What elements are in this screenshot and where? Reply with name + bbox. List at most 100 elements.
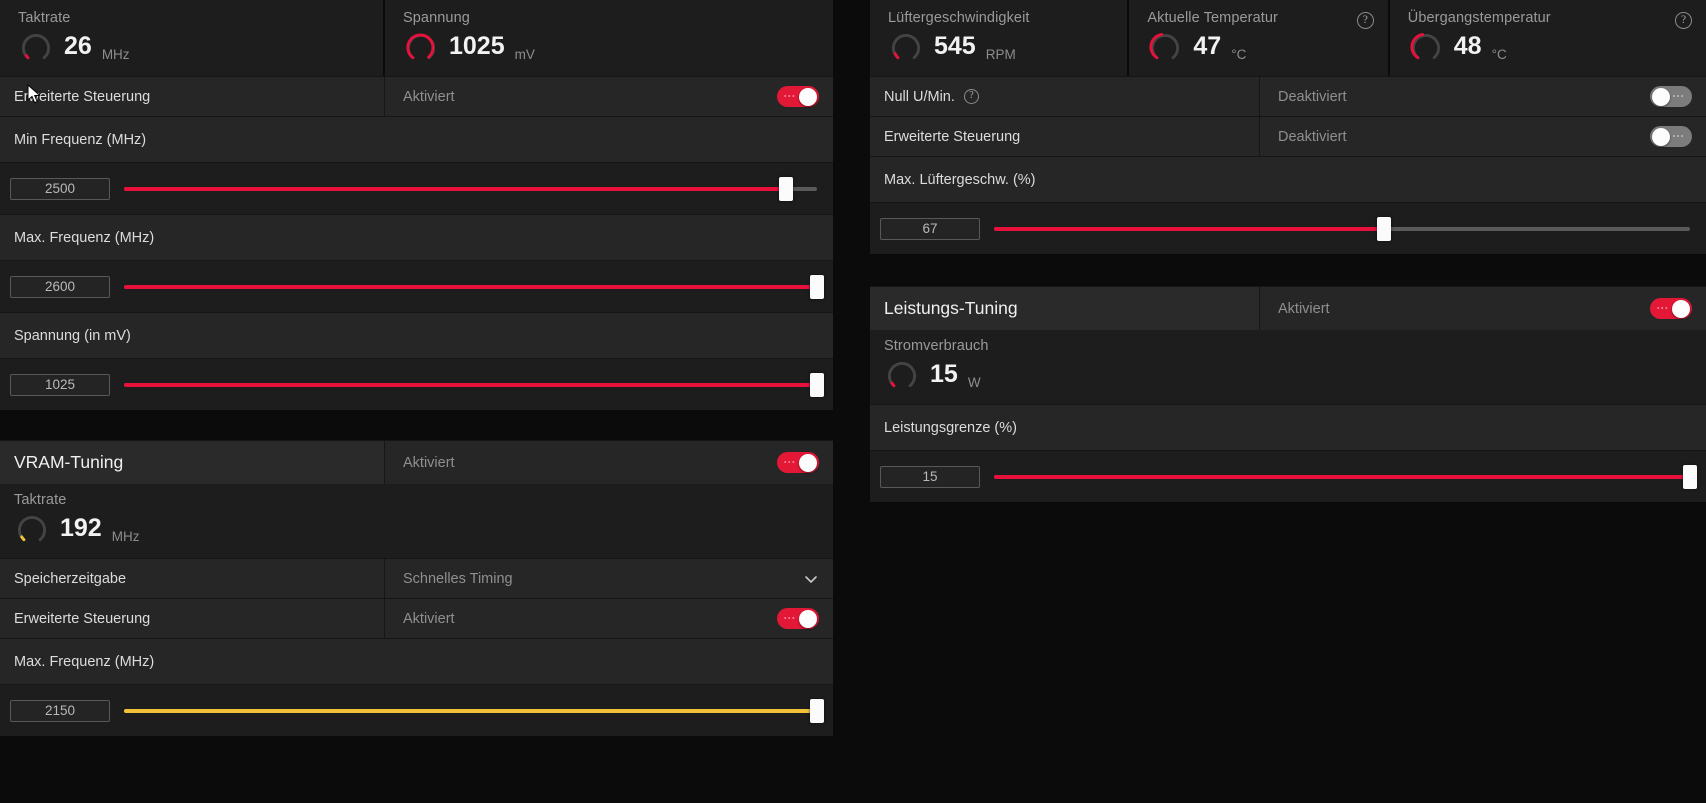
vram-max-freq-thumb[interactable] bbox=[810, 698, 824, 723]
zero-rpm-toggle[interactable]: ••• bbox=[1650, 86, 1692, 107]
toggle-dots-icon: ••• bbox=[784, 93, 797, 100]
readout-body: 47 °C bbox=[1147, 28, 1369, 64]
vram-advanced-control-toggle[interactable]: ••• bbox=[777, 608, 819, 629]
gpu-voltage-input[interactable]: 1025 bbox=[10, 373, 110, 396]
power-tuning-title: Leistungs-Tuning bbox=[884, 298, 1018, 318]
column-gutter bbox=[833, 0, 870, 803]
vram-max-freq-input[interactable]: 2150 bbox=[10, 699, 110, 722]
gpu-max-freq-track[interactable] bbox=[124, 274, 824, 299]
fan-advanced-control-label: Erweiterte Steuerung bbox=[884, 128, 1021, 145]
readout-label: Taktrate bbox=[18, 10, 71, 26]
zero-rpm-row[interactable]: Null U/Min. ? Deaktiviert ••• bbox=[870, 76, 1706, 116]
slider-fill bbox=[124, 284, 817, 289]
gpu-min-freq-track[interactable] bbox=[124, 176, 817, 201]
vram-readout-body: 192 MHz bbox=[14, 510, 819, 546]
readout-body: 1025 mV bbox=[403, 28, 815, 64]
readout-value: 47 bbox=[1193, 31, 1222, 60]
gpu-voltage-label: Spannung (in mV) bbox=[0, 312, 833, 358]
vram-readout-unit: MHz bbox=[111, 529, 140, 544]
power-limit-track[interactable] bbox=[994, 464, 1697, 489]
zero-rpm-label-cell: Null U/Min. ? bbox=[870, 89, 1259, 105]
gauge-icon bbox=[1410, 33, 1440, 60]
gpu-min-freq-label: Min Frequenz (MHz) bbox=[0, 116, 833, 162]
memory-timing-label: Speicherzeitgabe bbox=[14, 570, 127, 587]
power-readout-tile: Stromverbrauch 15 W bbox=[870, 330, 1706, 404]
readout-label: Aktuelle Temperatur bbox=[1147, 10, 1278, 26]
vram-tuning-toggle[interactable]: ••• bbox=[777, 452, 819, 473]
toggle-knob bbox=[799, 453, 817, 472]
gauge-icon bbox=[887, 362, 917, 388]
panel-gap bbox=[870, 254, 1706, 286]
power-limit-slider-row[interactable]: 15 bbox=[870, 450, 1706, 502]
gpu-min-freq-thumb[interactable] bbox=[778, 176, 793, 201]
memory-timing-row[interactable]: Speicherzeitgabe Schnelles Timing bbox=[0, 558, 833, 598]
max-fan-speed-track[interactable] bbox=[994, 216, 1690, 241]
power-limit-input[interactable]: 15 bbox=[880, 465, 980, 488]
gpu-min-freq-input[interactable]: 2500 bbox=[10, 177, 110, 200]
max-fan-speed-thumb[interactable] bbox=[1376, 216, 1391, 241]
readout-label: Spannung bbox=[403, 10, 470, 26]
toggle-dots-icon: ••• bbox=[784, 459, 797, 466]
readout-value: 545 bbox=[934, 31, 976, 60]
vram-max-freq-track[interactable] bbox=[124, 698, 824, 723]
readout-label: Lüftergeschwindigkeit bbox=[888, 10, 1030, 26]
fan-advanced-control-toggle[interactable]: ••• bbox=[1650, 126, 1692, 147]
vram-tuning-header[interactable]: VRAM-Tuning Aktiviert ••• bbox=[0, 440, 833, 484]
slider-fill bbox=[124, 708, 817, 713]
toggle-knob bbox=[1672, 299, 1690, 318]
fan-advanced-control-row[interactable]: Erweiterte Steuerung Deaktiviert ••• bbox=[870, 116, 1706, 156]
readout-tile-fan-speed: Lüftergeschwindigkeit 545 RPM bbox=[870, 0, 1128, 76]
gpu-advanced-control-toggle[interactable]: ••• bbox=[777, 86, 819, 107]
toggle-knob bbox=[799, 609, 817, 628]
power-limit-thumb[interactable] bbox=[1683, 464, 1697, 489]
readout-unit: MHz bbox=[101, 47, 130, 62]
mouse-cursor bbox=[27, 84, 41, 104]
readout-unit: mV bbox=[514, 47, 535, 62]
vram-readout-label: Taktrate bbox=[14, 492, 67, 508]
help-icon[interactable]: ? bbox=[1356, 12, 1374, 29]
gauge-icon bbox=[1149, 33, 1180, 60]
panel-gap bbox=[0, 410, 833, 440]
gpu-advanced-control-row[interactable]: Erweiterte Steuerung Aktiviert ••• bbox=[0, 76, 833, 116]
gauge-icon bbox=[406, 33, 436, 60]
fan-power-column: Lüftergeschwindigkeit 545 RPM Aktuelle T… bbox=[870, 0, 1706, 803]
gpu-max-freq-input[interactable]: 2600 bbox=[10, 275, 110, 298]
zero-rpm-value-cell: Deaktiviert ••• bbox=[1259, 77, 1706, 116]
gpu-max-freq-label: Max. Frequenz (MHz) bbox=[0, 214, 833, 260]
power-readout-body: 15 W bbox=[884, 356, 1692, 392]
power-readout-label: Stromverbrauch bbox=[884, 338, 989, 354]
memory-timing-select[interactable]: Schnelles Timing bbox=[384, 559, 833, 598]
gpu-voltage-track[interactable] bbox=[124, 372, 824, 397]
readout-label: Übergangstemperatur bbox=[1407, 10, 1551, 26]
gpu-max-freq-thumb[interactable] bbox=[810, 274, 824, 299]
max-fan-speed-slider-row[interactable]: 67 bbox=[870, 202, 1706, 254]
help-icon[interactable]: ? bbox=[1675, 12, 1692, 29]
vram-advanced-control-label: Erweiterte Steuerung bbox=[14, 610, 151, 627]
vram-tuning-value-cell: Aktiviert ••• bbox=[384, 441, 833, 484]
fan-advanced-control-state: Deaktiviert bbox=[1278, 128, 1347, 145]
slider-fill bbox=[124, 382, 817, 387]
fan-advanced-control-value-cell: Deaktiviert ••• bbox=[1259, 117, 1706, 156]
max-fan-speed-input[interactable]: 67 bbox=[880, 217, 980, 240]
power-tuning-toggle[interactable]: ••• bbox=[1650, 298, 1692, 319]
readout-body: 545 RPM bbox=[888, 28, 1109, 64]
vram-tuning-title: VRAM-Tuning bbox=[14, 452, 124, 472]
toggle-knob bbox=[1652, 127, 1670, 146]
toggle-dots-icon: ••• bbox=[1672, 93, 1685, 100]
readout-unit: °C bbox=[1231, 47, 1247, 62]
gpu-voltage-slider-row[interactable]: 1025 bbox=[0, 358, 833, 410]
readout-unit: °C bbox=[1491, 47, 1507, 62]
power-tuning-header[interactable]: Leistungs-Tuning Aktiviert ••• bbox=[870, 286, 1706, 330]
gpu-min-freq-slider-row[interactable]: 2500 bbox=[0, 162, 833, 214]
chevron-down-icon[interactable] bbox=[803, 571, 819, 587]
question-mark-icon[interactable]: ? bbox=[963, 89, 979, 104]
gauge-icon bbox=[21, 34, 51, 60]
gpu-advanced-control-state: Aktiviert bbox=[403, 88, 455, 105]
gpu-voltage-thumb[interactable] bbox=[810, 372, 824, 397]
vram-max-freq-slider-row[interactable]: 2150 bbox=[0, 684, 833, 736]
readout-value: 1025 bbox=[449, 31, 505, 60]
vram-advanced-control-row[interactable]: Erweiterte Steuerung Aktiviert ••• bbox=[0, 598, 833, 638]
gpu-max-freq-slider-row[interactable]: 2600 bbox=[0, 260, 833, 312]
slider-fill bbox=[994, 474, 1690, 479]
